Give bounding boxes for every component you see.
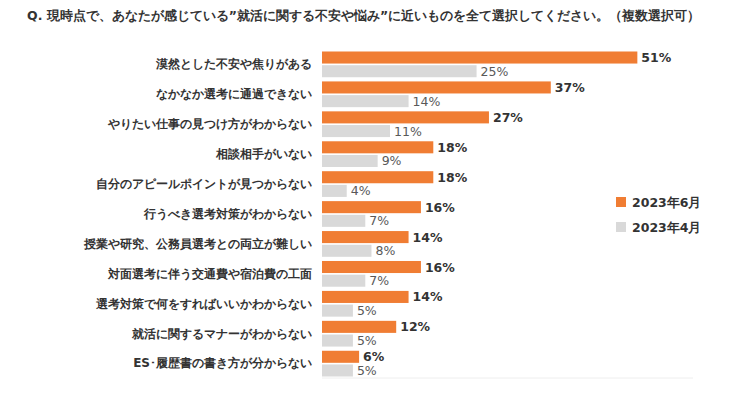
- bar: [322, 305, 353, 317]
- bar: [322, 231, 409, 243]
- legend-item: 2023年4月: [616, 220, 702, 235]
- data-label: 12%: [400, 319, 430, 334]
- data-label: 16%: [425, 260, 455, 275]
- bar: [322, 261, 421, 273]
- y-tick: ES･履歴書の書き方が分からない: [133, 356, 322, 370]
- y-tick-label: ES･履歴書の書き方が分からない: [133, 356, 312, 370]
- bar: [322, 171, 433, 183]
- y-tick-label: やりたい仕事の見つけ方がわからない: [107, 117, 312, 131]
- legend-item: 2023年6月: [616, 195, 702, 210]
- bar: [322, 245, 371, 257]
- bar: [322, 51, 637, 63]
- legend-swatch: [616, 197, 626, 207]
- y-tick-label: 自分のアピールポイントが見つからない: [96, 177, 312, 191]
- data-label: 4%: [351, 183, 371, 198]
- bar: [322, 351, 359, 363]
- y-tick: 対面選考に伴う交通費や宿泊費の工面: [107, 267, 322, 281]
- y-tick-label: 漠然とした不安や焦りがある: [155, 57, 312, 71]
- data-label: 7%: [369, 273, 389, 288]
- data-label: 16%: [425, 200, 455, 215]
- y-axis: 漠然とした不安や焦りがあるなかなか選考に通過できないやりたい仕事の見つけ方がわか…: [83, 57, 322, 370]
- legend-label: 2023年6月: [632, 195, 702, 210]
- bar: [322, 125, 390, 137]
- y-tick: 漠然とした不安や焦りがある: [155, 57, 322, 71]
- y-tick: 選考対策で何をすればいいかわからない: [95, 297, 322, 311]
- data-label: 9%: [382, 153, 402, 168]
- data-label: 14%: [413, 94, 441, 109]
- bar: [322, 201, 421, 213]
- legend-label: 2023年4月: [632, 220, 702, 235]
- data-label: 18%: [437, 140, 467, 155]
- title: Q. 現時点で、あなたが感じている”就活に関する不安や悩み”に近いものを全て選択…: [27, 8, 700, 23]
- y-tick: 自分のアピールポイントが見つからない: [96, 177, 322, 191]
- bar: [322, 321, 396, 333]
- data-label: 5%: [357, 363, 377, 378]
- y-tick: 相談相手がいない: [215, 147, 322, 161]
- y-tick-label: なかなか選考に通過できない: [156, 87, 312, 101]
- chart: Q. 現時点で、あなたが感じている”就活に関する不安や悩み”に近いものを全て選択…: [0, 0, 750, 394]
- data-label: 25%: [481, 64, 509, 79]
- y-tick-label: 就活に関するマナーがわからない: [131, 327, 312, 341]
- y-tick-label: 授業や研究、公務員選考との両立が難しい: [83, 237, 312, 251]
- legend: 2023年6月 2023年4月: [616, 195, 702, 235]
- data-label: 5%: [357, 333, 377, 348]
- y-tick-label: 行うべき選考対策がわからない: [143, 207, 312, 221]
- data-labels: 51%37%27%18%18%16%14%16%14%12%6%25%14%11…: [351, 50, 672, 378]
- bar: [322, 364, 353, 376]
- bar: [322, 275, 365, 287]
- y-tick-label: 対面選考に伴う交通費や宿泊費の工面: [107, 267, 312, 281]
- data-label: 11%: [394, 124, 422, 139]
- bars: [322, 51, 637, 376]
- y-tick: 就活に関するマナーがわからない: [131, 327, 322, 341]
- y-tick: 授業や研究、公務員選考との両立が難しい: [83, 237, 322, 251]
- y-tick: 行うべき選考対策がわからない: [143, 207, 322, 221]
- data-label: 51%: [641, 50, 671, 65]
- data-label: 14%: [413, 289, 443, 304]
- bar: [322, 185, 347, 197]
- data-label: 18%: [437, 170, 467, 185]
- data-label: 14%: [413, 230, 443, 245]
- data-label: 27%: [493, 110, 523, 125]
- x-axis-line: [322, 378, 693, 379]
- bar: [322, 95, 409, 107]
- data-label: 5%: [357, 303, 377, 318]
- y-tick-label: 相談相手がいない: [215, 147, 312, 161]
- bar: [322, 215, 365, 227]
- y-tick: なかなか選考に通過できない: [156, 87, 322, 101]
- bar: [322, 291, 409, 303]
- bar: [322, 155, 378, 167]
- legend-swatch: [616, 222, 626, 232]
- bar: [322, 81, 551, 93]
- y-tick-label: 選考対策で何をすればいいかわからない: [95, 297, 312, 311]
- bar: [322, 141, 433, 153]
- data-label: 37%: [555, 80, 585, 95]
- data-label: 8%: [375, 243, 395, 258]
- bar: [322, 111, 489, 123]
- bar: [322, 335, 353, 347]
- y-tick: やりたい仕事の見つけ方がわからない: [107, 117, 322, 131]
- data-label: 7%: [369, 213, 389, 228]
- bar: [322, 65, 477, 77]
